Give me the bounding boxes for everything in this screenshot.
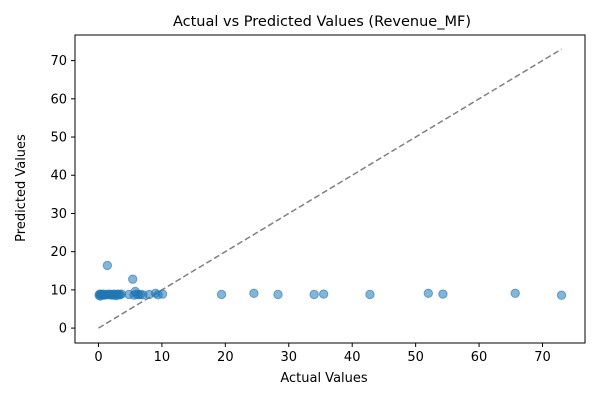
data-point [216, 289, 227, 300]
reference-line-layer [98, 48, 562, 329]
data-point [309, 289, 319, 300]
plot-area [74, 34, 586, 344]
chart-title: Actual vs Predicted Values (Revenue_MF) [173, 14, 471, 30]
data-point [510, 288, 520, 299]
x-axis-label: Actual Values [280, 371, 368, 386]
y-tick-label: 0 [59, 322, 67, 337]
y-axis-ticks: 0 10 20 30 40 50 60 70 [50, 54, 75, 337]
x-tick-label: 0 [94, 350, 102, 365]
y-tick-label: 30 [50, 207, 67, 222]
x-tick-label: 30 [280, 350, 297, 365]
data-point [438, 289, 448, 299]
reference-line [98, 48, 562, 329]
y-tick-label: 20 [50, 245, 67, 260]
data-point [102, 260, 113, 271]
data-points-layer [94, 260, 567, 301]
data-point [423, 288, 434, 299]
x-tick-label: 70 [534, 350, 551, 365]
data-point [249, 288, 259, 299]
data-point [318, 289, 329, 299]
x-tick-label: 10 [154, 350, 171, 365]
x-tick-label: 40 [344, 350, 361, 365]
x-tick-label: 60 [471, 350, 488, 365]
y-tick-label: 50 [50, 131, 67, 146]
data-point [157, 289, 168, 299]
data-point [273, 289, 283, 300]
data-point [365, 289, 375, 300]
x-tick-label: 20 [217, 350, 234, 365]
x-axis-ticks: 0 10 20 30 40 50 60 70 [94, 343, 551, 365]
data-point [128, 274, 138, 284]
data-point [556, 290, 567, 300]
y-axis-label: Predicted Values [14, 134, 29, 242]
y-tick-label: 70 [50, 54, 67, 69]
y-tick-label: 60 [50, 92, 67, 107]
plot-frame [74, 34, 586, 344]
y-tick-label: 10 [50, 283, 67, 298]
x-tick-label: 50 [407, 350, 424, 365]
y-tick-label: 40 [50, 169, 67, 184]
